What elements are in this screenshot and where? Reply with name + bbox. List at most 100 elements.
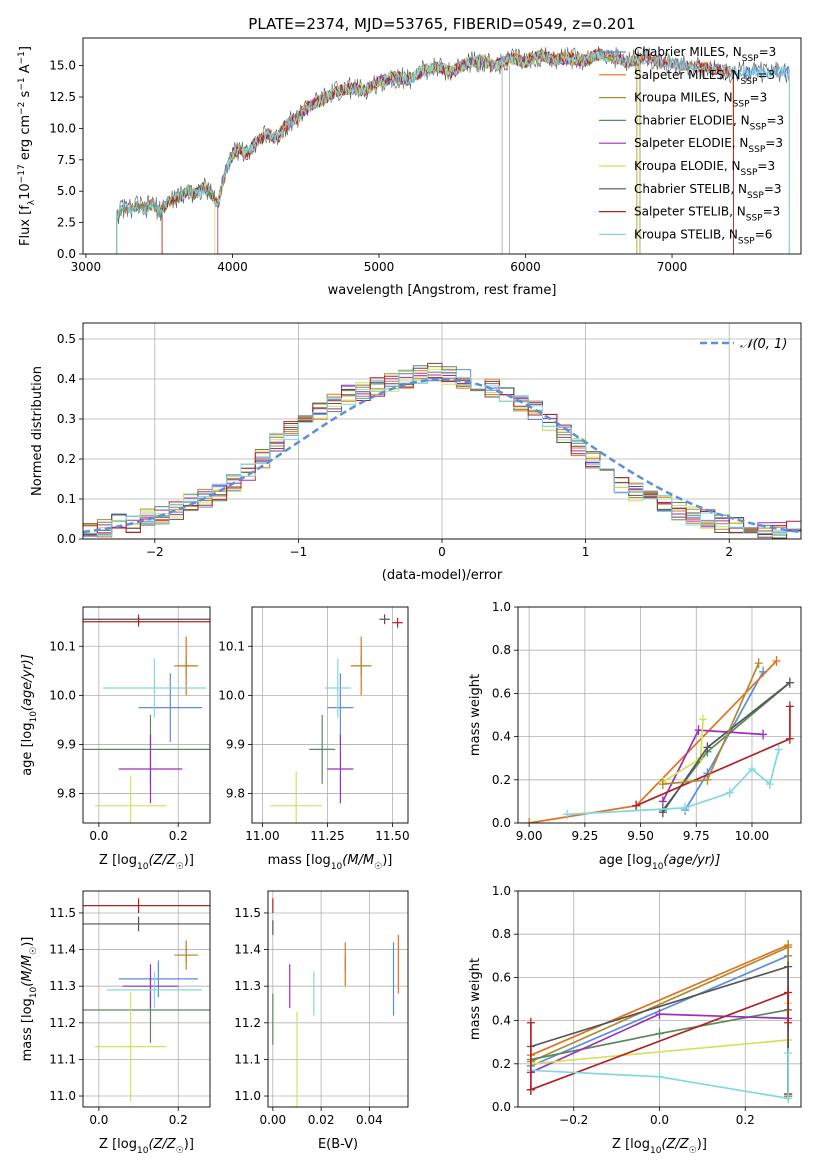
weight-marker xyxy=(784,987,793,998)
weight-marker xyxy=(525,818,534,823)
weight-marker xyxy=(632,800,641,811)
x-tick-label: 4000 xyxy=(217,260,248,274)
spectrum-legend: Chabrier MILES, NSSP=3 Salpeter MILES, NS… xyxy=(599,45,784,246)
weight-line-7 xyxy=(635,706,791,807)
y-tick-label: 11.5 xyxy=(234,906,261,920)
x-tick-label: 1 xyxy=(582,545,590,559)
weight-marker xyxy=(784,961,793,972)
mass-vs-Z-y-label: mass [log10(M/M☉)] xyxy=(20,937,39,1062)
weight-marker xyxy=(785,701,794,712)
weight_vs_age-frame xyxy=(517,606,802,824)
figure-title: PLATE=2374, MJD=53765, FIBERID=0549, z=0… xyxy=(248,15,635,33)
residual-hist-6 xyxy=(83,362,801,539)
age_vs_Z-frame xyxy=(82,606,211,824)
weight-marker xyxy=(526,1017,535,1028)
weight_vs_age-axes: 9.00 9.25 9.50 9.75 10.00 0.0 0.2 0.4 0.6 0.8 1.0 xyxy=(492,600,801,843)
weight-marker xyxy=(784,1017,793,1028)
errorbar-point xyxy=(138,673,203,742)
weight-marker xyxy=(658,779,667,790)
weight-marker xyxy=(655,1071,664,1082)
weight-marker xyxy=(785,733,794,744)
y-tick-label: 11.1 xyxy=(49,1052,76,1066)
age_vs_mass-points xyxy=(270,614,403,823)
x-tick-label: 0.00 xyxy=(259,1113,286,1127)
spectrum-line-4 xyxy=(217,49,641,254)
errorbar-point xyxy=(102,658,207,718)
x-tick-label: 9.50 xyxy=(627,829,654,843)
weight_vs_Z-x-label: Z [log10(Z/Z☉)] xyxy=(612,1137,707,1156)
age_vs_mass-frame xyxy=(251,606,409,824)
residual-steps xyxy=(83,362,801,539)
y-tick-label: 11.1 xyxy=(234,1052,261,1066)
y-tick-label: 0.4 xyxy=(492,730,511,744)
residual-x-label: (data-model)/error xyxy=(382,568,503,583)
y-tick-label: 10.0 xyxy=(49,688,76,702)
y-tick-label: 0.5 xyxy=(57,332,76,346)
y-tick-label: 10.1 xyxy=(49,639,76,653)
errorbar-point xyxy=(327,734,354,804)
mass_vs_ebv-axes: 0.00 0.02 0.04 11.0 11.1 11.2 11.3 11.4 11.5 xyxy=(234,891,408,1127)
weight-marker xyxy=(747,764,756,774)
spectrum-frame xyxy=(82,37,802,255)
y-tick-label: 1.0 xyxy=(492,884,511,898)
weight-marker xyxy=(698,714,707,725)
y-tick-label: 10.0 xyxy=(49,121,76,135)
y-tick-label: 0.6 xyxy=(492,970,511,984)
legend-entry: Salpeter STELIB, NSSP=3 xyxy=(634,205,780,224)
x-tick-label: 0.0 xyxy=(89,829,108,843)
y-tick-label: 9.8 xyxy=(57,787,76,801)
spectrum-line-8 xyxy=(116,48,790,254)
age_vs_Z-axes: 0.0 0.2 9.8 9.9 10.0 10.1 xyxy=(49,607,210,843)
legend-entry: Chabrier MILES, NSSP=3 xyxy=(634,45,776,64)
x-tick-label: 0.2 xyxy=(169,1113,188,1127)
errorbar-point xyxy=(94,776,167,823)
x-tick-label: 0.2 xyxy=(169,829,188,843)
y-tick-label: 0.2 xyxy=(57,452,76,466)
residual-hist-5 xyxy=(83,368,801,539)
y-tick-label: 9.9 xyxy=(226,737,245,751)
errorbar-point xyxy=(178,656,195,676)
weight-vs-age-x-label: age [log10(age/yr)] xyxy=(599,853,721,872)
mass_vs_Z-axes: 0.0 0.2 11.0 11.1 11.2 11.3 11.4 11.5 xyxy=(49,891,210,1127)
x-tick-label: 9.75 xyxy=(683,829,710,843)
x-tick-label: −0.2 xyxy=(559,1113,588,1127)
mass_vs_Z-frame xyxy=(82,890,211,1108)
weight-marker xyxy=(774,744,783,755)
weight-marker xyxy=(725,787,734,798)
y-tick-label: 11.5 xyxy=(49,906,76,920)
weight_vs_Z-y-label: mass weight xyxy=(468,958,483,1040)
legend-entry: Salpeter ELODIE, NSSP=3 xyxy=(634,136,783,155)
x-tick-label: 7000 xyxy=(657,260,688,274)
y-tick-label: 9.9 xyxy=(57,737,76,751)
x-tick-label: 11.50 xyxy=(375,829,409,843)
weight_vs_age-series xyxy=(525,656,794,823)
x-tick-label: 0.0 xyxy=(650,1113,669,1127)
y-tick-label: 15.0 xyxy=(49,59,76,73)
y-tick-label: 0.8 xyxy=(492,643,511,657)
errorbar-point xyxy=(122,964,179,1009)
errorbar-point xyxy=(379,614,390,625)
y-tick-label: 11.4 xyxy=(234,943,261,957)
weight-line-8 xyxy=(530,1053,789,1100)
legend-entry: Salpeter MILES, NSSP=3 xyxy=(634,68,775,87)
x-tick-label: 11.00 xyxy=(245,829,279,843)
residual-hist-7 xyxy=(83,375,801,535)
mass-vs-ebv-x-label: E(B-V) xyxy=(318,1137,358,1152)
residual-hist-8 xyxy=(83,369,801,537)
y-tick-label: 0.2 xyxy=(492,1057,511,1071)
y-tick-label: 11.0 xyxy=(49,1089,76,1103)
x-tick-label: 10.00 xyxy=(735,829,769,843)
y-tick-label: 2.5 xyxy=(57,216,76,230)
spectrum-x-label: wavelength [Angstrom, rest frame] xyxy=(328,283,557,298)
y-tick-label: 0.3 xyxy=(57,412,76,426)
weight_vs_Z-frame xyxy=(517,890,802,1108)
y-tick-label: 0.2 xyxy=(492,773,511,787)
x-tick-label: 6000 xyxy=(510,260,541,274)
weight-marker xyxy=(563,809,572,820)
y-tick-label: 0.4 xyxy=(492,1014,511,1028)
y-tick-label: 0.0 xyxy=(492,816,511,830)
errorbar-point xyxy=(83,616,210,627)
residuals-frame xyxy=(82,322,802,540)
weight-line-8 xyxy=(566,749,780,816)
